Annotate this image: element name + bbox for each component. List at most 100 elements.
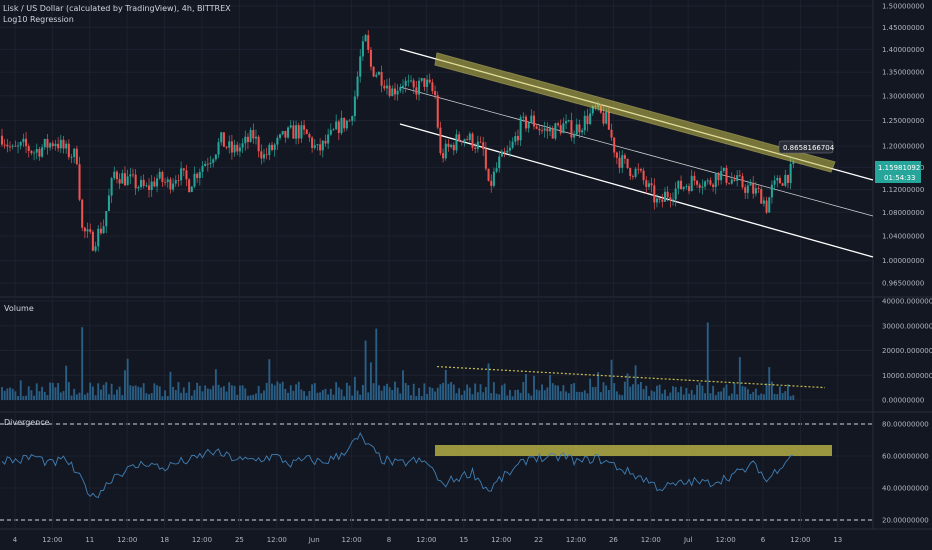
volume-bar [589, 378, 592, 400]
volume-bar [773, 393, 776, 400]
candle-body [43, 138, 46, 148]
candle-body [701, 186, 704, 188]
candle-body [698, 184, 701, 188]
candle-body [671, 199, 675, 201]
candle-body [123, 173, 126, 186]
candle-body [444, 143, 447, 159]
volume-bar [35, 383, 38, 400]
volume-bar [779, 386, 781, 400]
volume-bar [533, 375, 535, 400]
candle-body [506, 150, 509, 153]
candle-body [343, 117, 346, 129]
candle-body [67, 143, 70, 158]
candlestick-series[interactable] [0, 30, 795, 253]
volume-bar [784, 391, 787, 400]
volume-bar [158, 386, 161, 400]
candle-body [789, 164, 792, 183]
volume-bar [792, 395, 795, 400]
candle-body [311, 137, 314, 148]
candle-body [164, 182, 167, 183]
volume-pane-label[interactable]: Volume [4, 304, 34, 313]
candle-body [607, 111, 610, 130]
candle-body [214, 154, 217, 160]
volume-bar [653, 391, 656, 400]
volume-bar [426, 393, 428, 400]
candle-body [89, 229, 92, 232]
candle-body [559, 125, 562, 134]
volume-bar [669, 392, 672, 400]
volume-bar [626, 373, 629, 400]
candle-body [690, 175, 693, 192]
candle-body [487, 168, 490, 181]
volume-bar [110, 383, 113, 400]
candle-body [126, 176, 129, 186]
volume-bar [725, 384, 728, 400]
candle-body [11, 145, 14, 147]
candle-body [471, 133, 474, 148]
volume-bar [89, 382, 92, 400]
chart-header: Lisk / US Dollar (calculated by TradingV… [3, 3, 231, 25]
volume-bar [514, 389, 517, 400]
volume-bar [439, 384, 442, 400]
candle-body [650, 183, 653, 186]
volume-bar [372, 383, 375, 400]
indicator-title[interactable]: Log10 Regression [3, 15, 74, 24]
volume-bar [463, 390, 466, 400]
volume-bar [391, 390, 394, 400]
volume-bar [121, 395, 124, 400]
time-tick-label: 18 [160, 536, 169, 544]
symbol-title[interactable]: Lisk / US Dollar (calculated by TradingV… [3, 4, 231, 13]
candle-body [583, 115, 586, 131]
volume-bar [744, 386, 747, 400]
candle-body [490, 180, 493, 186]
candle-body [287, 127, 290, 138]
volume-bar [447, 383, 450, 400]
volume-bar [343, 396, 346, 400]
volume-bar [551, 383, 554, 400]
candle-body [666, 191, 669, 198]
volume-bar [442, 382, 445, 400]
volume-series[interactable] [1, 322, 826, 400]
grid-lines [0, 0, 932, 530]
candle-body [182, 168, 185, 171]
candle-body [33, 152, 36, 154]
volume-bar [57, 383, 60, 400]
candle-body [661, 199, 664, 202]
candle-body [623, 155, 626, 159]
candle-body [59, 139, 62, 149]
volume-bar [594, 386, 597, 400]
divergence-pane-label[interactable]: Divergence [4, 418, 50, 427]
candle-body [198, 171, 201, 178]
candle-body [279, 134, 282, 138]
candle-body [613, 137, 616, 153]
divergence-series[interactable] [1, 431, 794, 499]
volume-bar [508, 389, 511, 400]
osc-tick-label: 80.00000000 [882, 421, 929, 429]
volume-bar [300, 389, 303, 400]
volume-bar [30, 390, 33, 400]
candle-body [717, 172, 720, 181]
volume-tick-label: 20000.00000000 [882, 347, 932, 355]
candle-body [458, 134, 461, 142]
volume-bar [9, 387, 11, 400]
volume-bar [690, 389, 693, 400]
volume-bar [407, 385, 410, 400]
candle-body [193, 173, 196, 187]
candle-body [22, 138, 25, 143]
candle-body [754, 188, 757, 194]
volume-bar [367, 392, 370, 400]
candle-body [174, 180, 177, 184]
volume-bar [378, 385, 380, 400]
volume-bar [238, 385, 241, 400]
candle-body [565, 121, 568, 124]
candle-body [161, 171, 164, 183]
volume-bar [637, 384, 640, 400]
volume-bar [476, 392, 479, 400]
time-tick-label: 12:00 [790, 536, 810, 544]
volume-bar [698, 382, 701, 400]
candle-body [450, 144, 453, 147]
candle-body [273, 144, 276, 150]
time-tick-label: 12:00 [342, 536, 362, 544]
candle-body [540, 130, 544, 132]
